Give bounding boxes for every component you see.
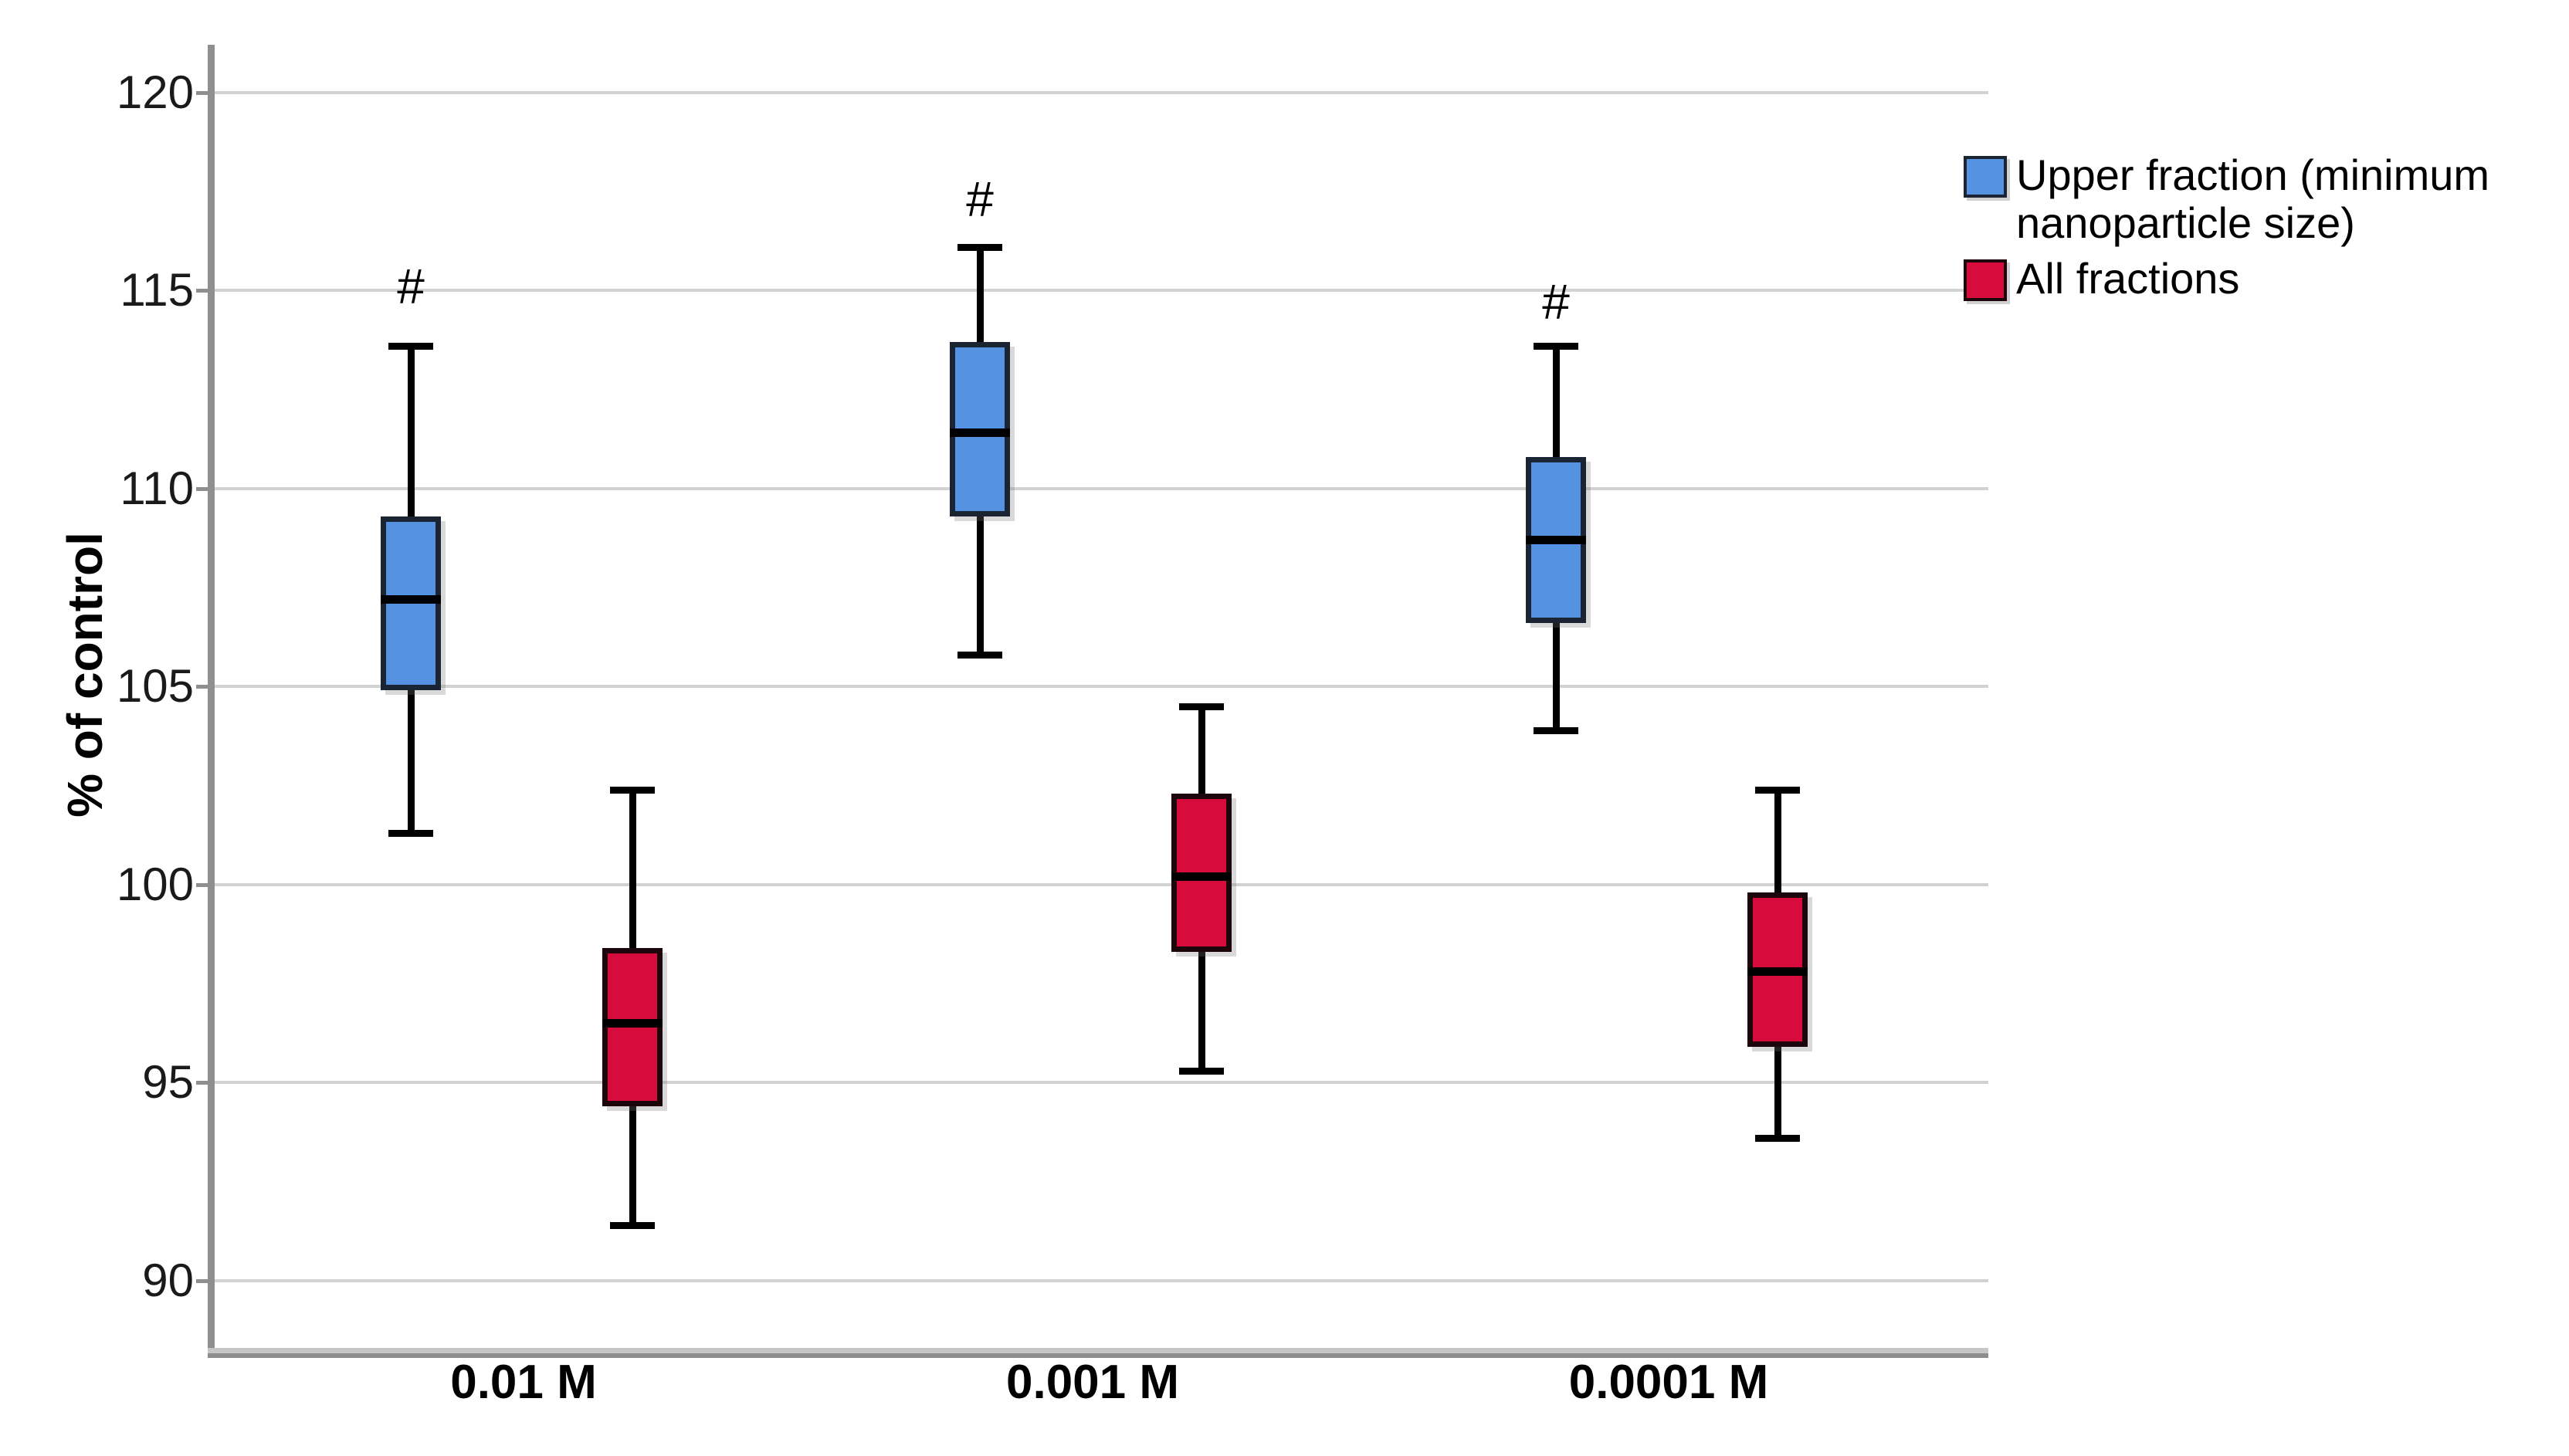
legend-item-upper-fraction: Upper fraction (minimum nanoparticle siz… — [1964, 151, 2557, 247]
y-axis-line — [208, 45, 215, 1353]
whisker-cap-low-upper-0.001M — [957, 652, 1002, 659]
y-tick-label-110: 110 — [120, 462, 194, 514]
legend: Upper fraction (minimum nanoparticle siz… — [1964, 151, 2557, 303]
y-tick-label-105: 105 — [116, 660, 194, 713]
gridline-110 — [210, 486, 1988, 490]
whisker-cap-low-all-0.01M — [610, 1221, 655, 1229]
gridline-105 — [210, 685, 1988, 689]
gridline-120 — [210, 90, 1988, 94]
median-upper-0.001M — [950, 428, 1010, 438]
whisker-cap-high-upper-0.001M — [957, 243, 1002, 251]
whisker-cap-low-all-0.0001M — [1755, 1135, 1800, 1143]
x-tick-label-0.0001-M: 0.0001 M — [1568, 1356, 1769, 1409]
gridline-115 — [210, 289, 1988, 293]
whisker-cap-low-upper-0.0001M — [1534, 726, 1578, 734]
y-tick-mark-120 — [196, 90, 210, 95]
y-tick-label-120: 120 — [116, 66, 194, 118]
y-tick-mark-90 — [196, 1278, 210, 1283]
legend-item-all-fractions: All fractions — [1964, 255, 2557, 303]
median-all-0.001M — [1171, 872, 1232, 881]
y-tick-label-115: 115 — [120, 264, 194, 317]
significance-hash-0.01M: # — [397, 258, 425, 314]
x-tick-label-0.01-M: 0.01 M — [450, 1356, 597, 1409]
whisker-cap-high-all-0.01M — [610, 786, 655, 794]
significance-hash-0.0001M: # — [1542, 274, 1570, 330]
whisker-cap-high-upper-0.0001M — [1534, 342, 1578, 350]
y-tick-label-95: 95 — [142, 1056, 194, 1109]
median-all-0.0001M — [1747, 967, 1808, 977]
gridline-90 — [210, 1278, 1988, 1282]
legend-label-upper-fraction: Upper fraction (minimum nanoparticle siz… — [2016, 151, 2490, 247]
whisker-cap-high-all-0.001M — [1179, 703, 1224, 710]
legend-label-all-fractions: All fractions — [2016, 254, 2240, 303]
whisker-cap-high-upper-0.01M — [388, 342, 433, 350]
gridline-100 — [210, 882, 1988, 886]
whisker-cap-high-all-0.0001M — [1755, 786, 1800, 794]
legend-swatch-blue — [1964, 156, 2007, 198]
gridline-95 — [210, 1081, 1988, 1085]
y-tick-mark-100 — [196, 882, 210, 887]
x-axis-line — [208, 1348, 1988, 1358]
median-upper-0.0001M — [1526, 535, 1586, 544]
y-tick-mark-115 — [196, 289, 210, 293]
x-tick-label-0.001-M: 0.001 M — [1005, 1356, 1180, 1409]
y-tick-mark-110 — [196, 486, 210, 491]
median-upper-0.01M — [381, 594, 441, 604]
median-all-0.01M — [602, 1018, 663, 1028]
significance-hash-0.001M: # — [966, 171, 994, 228]
y-tick-mark-95 — [196, 1081, 210, 1085]
legend-swatch-red — [1964, 259, 2007, 301]
y-tick-label-90: 90 — [142, 1254, 194, 1306]
y-tick-mark-105 — [196, 685, 210, 689]
whisker-cap-low-all-0.001M — [1179, 1067, 1224, 1075]
y-tick-label-100: 100 — [116, 858, 194, 910]
whisker-cap-low-upper-0.01M — [388, 830, 433, 837]
